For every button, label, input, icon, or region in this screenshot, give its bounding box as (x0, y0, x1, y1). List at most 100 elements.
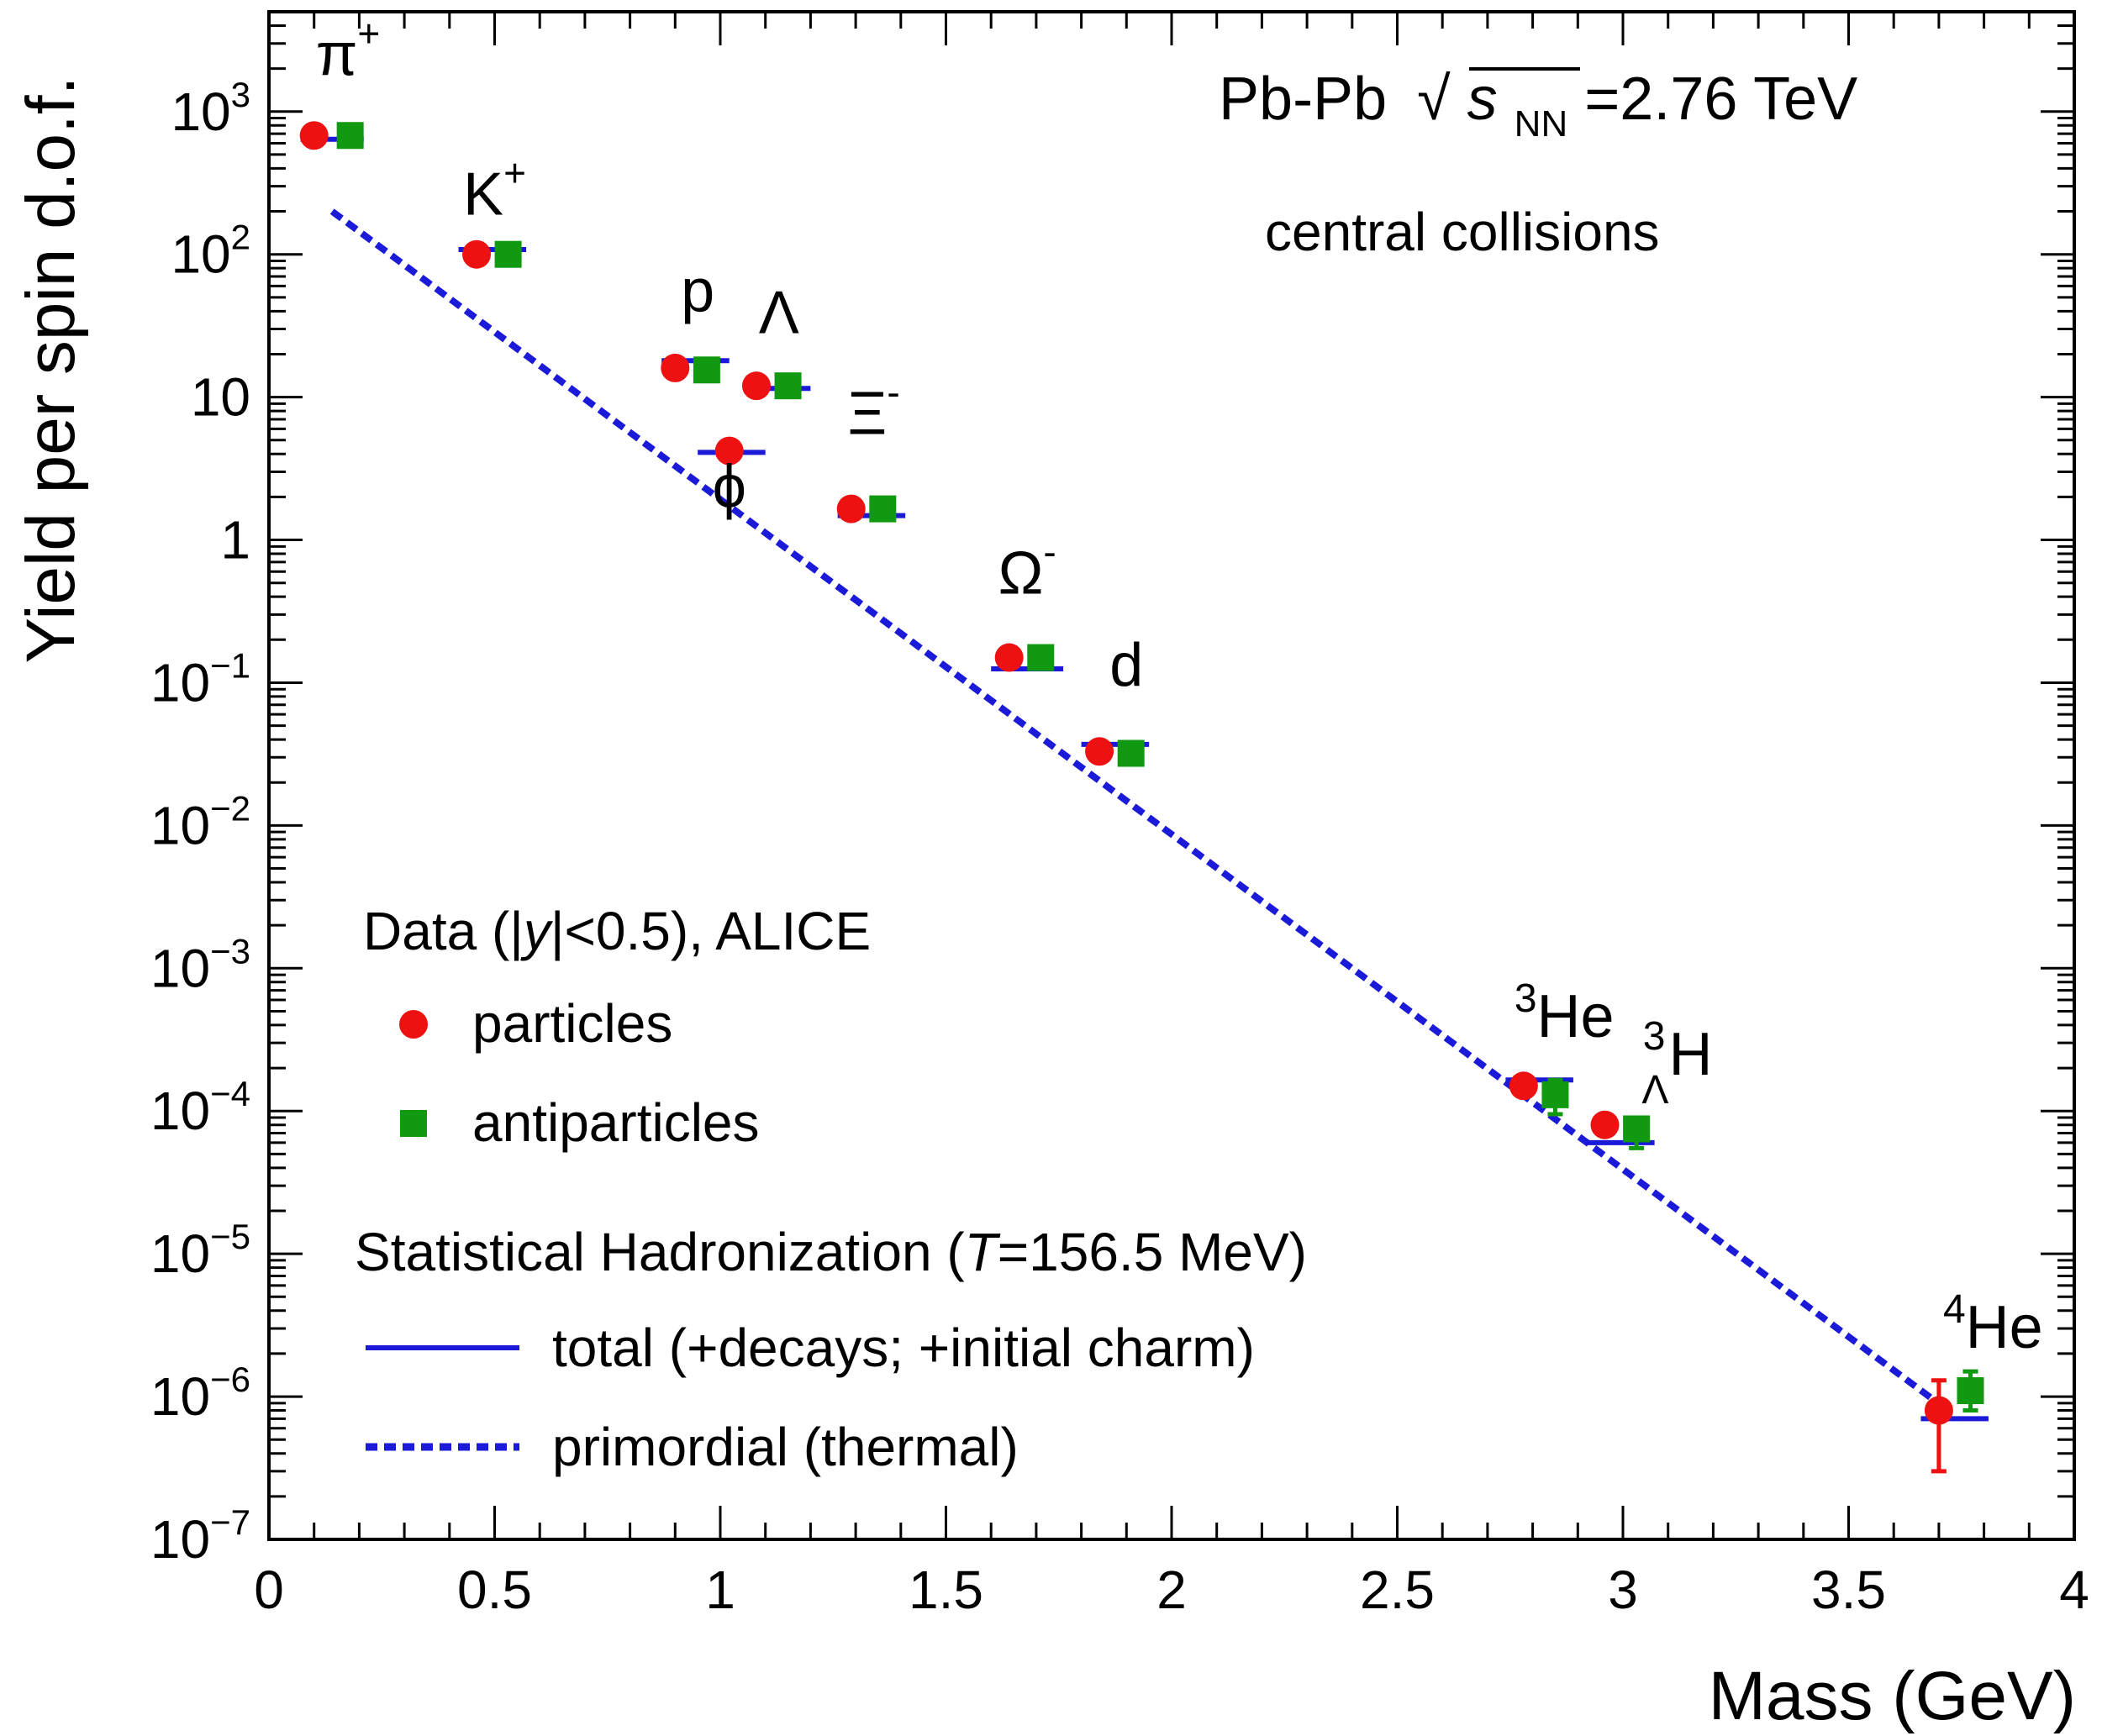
y-tick-base: 10 (150, 938, 210, 998)
antiparticle-point (1957, 1377, 1984, 1405)
particle-label: Ξ- (848, 371, 900, 448)
y-tick-label: 10−2 (150, 788, 250, 855)
x-tick-label: 2 (1156, 1560, 1187, 1620)
particle-point (299, 121, 329, 150)
y-tick-exponent: 3 (231, 75, 250, 114)
antiparticle-point (869, 495, 897, 523)
legend-data-header: Data (|y|<0.5), ALICE (363, 901, 871, 961)
energy-label: =2.76 TeV (1584, 66, 1857, 133)
label-base: π (316, 21, 358, 88)
particle-label: Λ (759, 280, 799, 347)
x-tick-label: 1.5 (909, 1560, 983, 1620)
primordial-line (329, 208, 1951, 1413)
y-tick-label: 10−7 (150, 1502, 250, 1570)
label-presuperscript: 4 (1943, 1287, 1966, 1332)
legend-primordial-label: primordial (thermal) (552, 1417, 1019, 1477)
y-tick-base: 10 (150, 652, 210, 713)
label-base: Λ (759, 280, 799, 347)
antiparticle-point (693, 356, 720, 384)
legend: Data (|y|<0.5), ALICE particles antipart… (355, 901, 1307, 1477)
system-label: Pb-Pb (1219, 66, 1387, 133)
y-tick-label: 103 (171, 75, 250, 142)
y-tick-exponent: 2 (231, 218, 250, 257)
antiparticle-point (1027, 644, 1055, 671)
plot-area (267, 10, 2076, 1541)
legend-data-header-pre: Data (| (363, 901, 524, 961)
antiparticle-point (774, 372, 802, 400)
y-tick-exponent: −5 (210, 1217, 250, 1256)
particle-label: 3 ΛH (1641, 1014, 1712, 1113)
x-tick-label: 3.5 (1811, 1560, 1886, 1620)
legend-model-header-pre: Statistical Hadronization ( (355, 1222, 965, 1282)
x-tick-label: 3 (1608, 1560, 1638, 1620)
particle-point (836, 494, 866, 523)
y-axis-title: Yield per spin d.o.f. (13, 76, 89, 664)
y-tick-label: 10−1 (150, 645, 250, 713)
label-presubscript: Λ (1641, 1068, 1668, 1113)
data-points-layer (299, 121, 1984, 1474)
antiparticle-point (1117, 739, 1145, 767)
particle-label: Ω- (998, 530, 1056, 608)
label-base: He (1966, 1294, 2043, 1361)
y-tick-base: 10 (150, 1223, 210, 1284)
y-tick-exponent: −3 (210, 931, 250, 971)
legend-antiparticles-label: antiparticles (472, 1092, 760, 1153)
label-base: He (1537, 983, 1615, 1050)
label-superscript: + (357, 11, 380, 55)
label-base: d (1109, 632, 1143, 699)
legend-model-header: Statistical Hadronization (T=156.5 MeV) (355, 1222, 1307, 1282)
x-tick-label: 1 (705, 1560, 735, 1620)
particle-label: π+ (316, 11, 381, 88)
label-base: K (463, 160, 503, 228)
particle-point (1924, 1396, 1953, 1425)
x-axis-title: Mass (GeV) (1709, 1658, 2076, 1734)
axes: 0 0.5 1 1.5 2 2.5 3 3.5 410310210110−110−210−310… (150, 10, 2089, 1620)
label-base: p (681, 257, 714, 324)
y-tick-base: 10 (150, 795, 210, 855)
y-tick-exponent: −6 (210, 1360, 250, 1399)
particle-point (714, 436, 744, 466)
label-superscript: + (503, 150, 526, 194)
legend-antiparticles-marker (400, 1110, 427, 1137)
legend-data-header-var: y (520, 901, 554, 961)
particle-point (994, 643, 1024, 672)
y-tick-label: 10−3 (150, 931, 250, 998)
legend-model-header-var: T (965, 1222, 1001, 1282)
particle-label: d (1109, 632, 1143, 699)
system-annotation: Pb-Pb √ s NN =2.76 TeV central collision… (1219, 66, 1857, 262)
y-tick-exponent: −4 (210, 1074, 250, 1113)
plot-frame (267, 10, 2076, 1541)
y-tick-label: 10 (191, 367, 250, 428)
y-tick-base: 10 (171, 224, 230, 285)
y-tick-label: 102 (171, 218, 250, 285)
y-tick-label: 10−4 (150, 1074, 250, 1141)
y-tick-exponent: −2 (210, 788, 250, 828)
legend-model-header-post: =156.5 MeV) (998, 1222, 1307, 1282)
particle-label: 4He (1943, 1287, 2043, 1361)
legend-total-label: total (+decays; +initial charm) (552, 1318, 1255, 1378)
particle-point (1085, 737, 1114, 766)
svg-text:Pb-Pb √ s NN: Pb-Pb √ s NN =2.76 TeV (1219, 66, 1857, 150)
legend-data-header-post: |<0.5), ALICE (551, 901, 871, 961)
particle-point (462, 239, 492, 269)
particle-label: 3He (1515, 976, 1615, 1050)
x-tick-label: 2.5 (1360, 1560, 1435, 1620)
y-tick-label: 10−5 (150, 1217, 250, 1284)
legend-particles-marker (399, 1010, 428, 1039)
y-tick-base: 10 (150, 1509, 210, 1570)
label-base: ϕ (713, 453, 746, 520)
antiparticle-point (1623, 1115, 1651, 1143)
antiparticle-point (494, 240, 522, 268)
particle-point (1590, 1110, 1620, 1139)
label-superscript: - (887, 371, 899, 414)
particle-point (661, 353, 690, 382)
label-base: H (1668, 1021, 1712, 1088)
nn-subscript: NN (1515, 103, 1568, 145)
x-tick-label: 0.5 (457, 1560, 532, 1620)
label-presuperscript: 3 (1515, 976, 1537, 1021)
particle-point (741, 371, 771, 401)
x-tick-label: 0 (254, 1560, 284, 1620)
sqrt-symbol: √ (1417, 66, 1451, 133)
y-tick-base: 10 (150, 1366, 210, 1427)
